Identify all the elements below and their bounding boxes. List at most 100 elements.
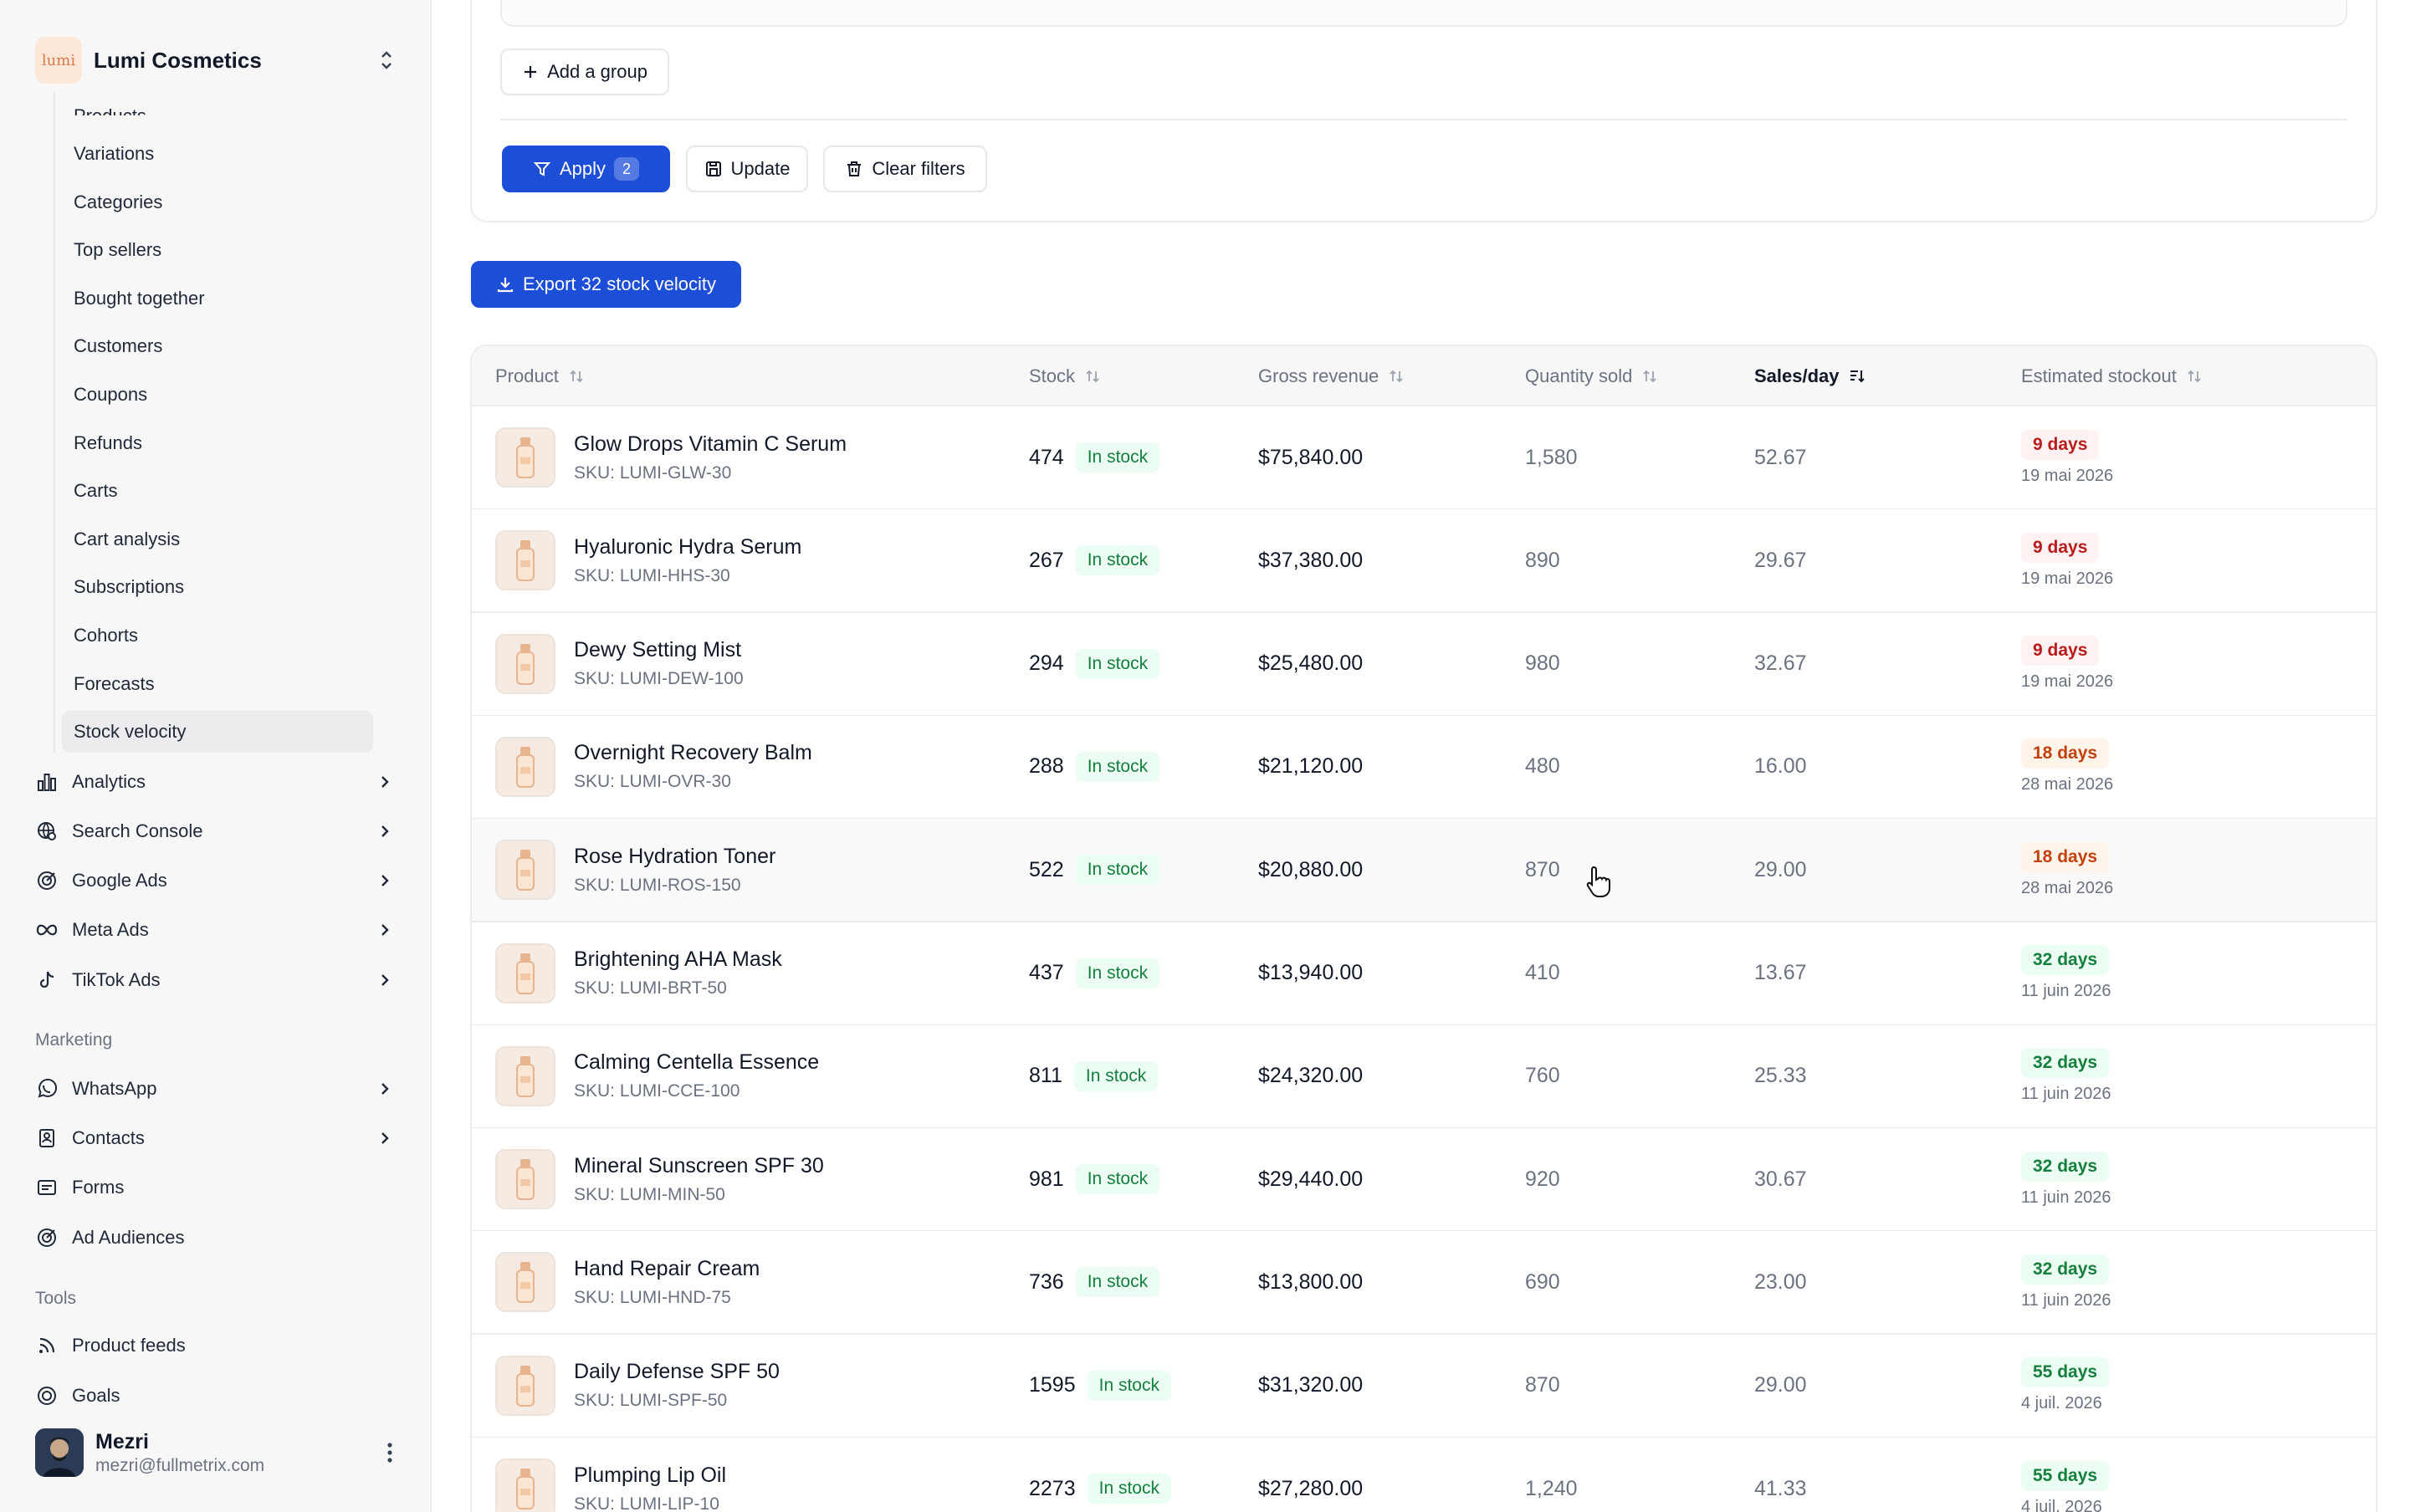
- product-name[interactable]: Hand Repair Cream: [574, 1256, 760, 1280]
- product-name[interactable]: Mineral Sunscreen SPF 30: [574, 1153, 824, 1177]
- sidebar-item-carts[interactable]: Carts: [62, 470, 373, 512]
- column-header-stock[interactable]: Stock: [1029, 346, 1102, 406]
- stockout-badge: 18 days: [2021, 738, 2110, 769]
- chevron-right-icon: [381, 875, 389, 886]
- sales-day-value: 29.00: [1754, 857, 1807, 881]
- sales-day-cell: 41.33: [1754, 1438, 1807, 1512]
- gross-revenue-value: $13,800.00: [1258, 1269, 1364, 1294]
- sidebar-item-whatsapp[interactable]: WhatsApp: [35, 1068, 403, 1110]
- quantity-sold-value: 870: [1525, 857, 1560, 881]
- revenue-cell: $21,120.00: [1258, 716, 1363, 818]
- sidebar-item-label: TikTok Ads: [72, 969, 161, 990]
- table-row[interactable]: Brightening AHA Mask SKU: LUMI-BRT-50 437 I…: [472, 922, 2376, 1026]
- form-icon: [35, 1176, 59, 1199]
- sidebar-item-analytics[interactable]: Analytics: [35, 761, 403, 803]
- sidebar-item-cohorts[interactable]: Cohorts: [62, 615, 373, 656]
- stock-cell: 267 In stock: [1029, 509, 1160, 611]
- product-name[interactable]: Overnight Recovery Balm: [574, 741, 812, 765]
- quantity-sold-value: 890: [1525, 548, 1560, 572]
- chevron-right-icon: [381, 974, 389, 986]
- stock-cell: 288 In stock: [1029, 716, 1160, 818]
- sidebar-item-google-ads[interactable]: Google Ads: [35, 860, 403, 902]
- table-row[interactable]: Daily Defense SPF 50 SKU: LUMI-SPF-50 1595…: [472, 1334, 2376, 1438]
- stock-cell: 474 In stock: [1029, 406, 1160, 508]
- column-header-estimated-stockout[interactable]: Estimated stockout: [2021, 346, 2203, 406]
- table-header: Product Stock Gross revenue Quantity sol…: [472, 346, 2376, 406]
- export-button[interactable]: Export 32 stock velocity: [471, 261, 741, 308]
- product-name[interactable]: Brightening AHA Mask: [574, 948, 782, 971]
- revenue-cell: $13,940.00: [1258, 922, 1363, 1024]
- revenue-cell: $25,480.00: [1258, 613, 1363, 715]
- user-email: mezri@fullmetrix.com: [95, 1455, 265, 1475]
- product-name[interactable]: Plumping Lip Oil: [574, 1463, 727, 1487]
- table-row[interactable]: Rose Hydration Toner SKU: LUMI-ROS-150 522…: [472, 819, 2376, 923]
- sidebar-item-customers[interactable]: Customers: [62, 325, 373, 367]
- column-header-sales-day[interactable]: Sales/day: [1754, 346, 1866, 406]
- header-label: Gross revenue: [1258, 365, 1379, 386]
- sidebar-item-bought-together[interactable]: Bought together: [62, 278, 373, 319]
- sidebar-item-ad-audiences[interactable]: Ad Audiences: [35, 1217, 403, 1259]
- product-name[interactable]: Hyaluronic Hydra Serum: [574, 534, 802, 559]
- product-name[interactable]: Dewy Setting Mist: [574, 638, 742, 662]
- table-row[interactable]: Plumping Lip Oil SKU: LUMI-LIP-10 2273 In s…: [472, 1438, 2376, 1512]
- product-name[interactable]: Daily Defense SPF 50: [574, 1360, 780, 1384]
- sidebar-item-tiktok-ads[interactable]: TikTok Ads: [35, 959, 403, 1001]
- product-cell: Brightening AHA Mask SKU: LUMI-BRT-50: [495, 922, 782, 1024]
- quantity-cell: 1,240: [1525, 1438, 1578, 1512]
- sidebar-item-forecasts[interactable]: Forecasts: [62, 663, 373, 705]
- plus-icon: [525, 66, 537, 78]
- clear-filters-button[interactable]: Clear filters: [823, 146, 987, 192]
- table-row[interactable]: Glow Drops Vitamin C Serum SKU: LUMI-GLW-…: [472, 406, 2376, 510]
- sidebar-item-label: Forms: [72, 1177, 125, 1198]
- column-header-gross-revenue[interactable]: Gross revenue: [1258, 346, 1405, 406]
- product-name[interactable]: Glow Drops Vitamin C Serum: [574, 432, 847, 456]
- sidebar-item-contacts[interactable]: Contacts: [35, 1117, 403, 1159]
- stockout-date: 19 mai 2026: [2021, 672, 2114, 692]
- column-header-quantity-sold[interactable]: Quantity sold: [1525, 346, 1659, 406]
- quantity-sold-value: 410: [1525, 961, 1560, 984]
- table-row[interactable]: Overnight Recovery Balm SKU: LUMI-OVR-30 2…: [472, 715, 2376, 820]
- stockout-badge: 32 days: [2021, 1048, 2110, 1079]
- sidebar-item-coupons[interactable]: Coupons: [62, 374, 373, 416]
- stockout-date: 11 juin 2026: [2021, 982, 2111, 1000]
- sidebar-item-search-console[interactable]: Search Console: [35, 810, 403, 852]
- revenue-cell: $13,800.00: [1258, 1231, 1363, 1333]
- sales-day-cell: 30.67: [1754, 1128, 1807, 1230]
- product-name[interactable]: Calming Centella Essence: [574, 1050, 820, 1075]
- product-name[interactable]: Rose Hydration Toner: [574, 844, 776, 868]
- apply-button[interactable]: Apply 2: [502, 146, 670, 192]
- sidebar-item-stock-velocity[interactable]: Stock velocity: [62, 711, 373, 753]
- table-row[interactable]: Dewy Setting Mist SKU: LUMI-DEW-100 294 In …: [472, 612, 2376, 717]
- contacts-book-icon: [35, 1126, 59, 1150]
- update-button[interactable]: Update: [686, 146, 808, 192]
- column-header-product[interactable]: Product: [495, 346, 586, 406]
- table-row[interactable]: Mineral Sunscreen SPF 30 SKU: LUMI-MIN-50…: [472, 1128, 2376, 1233]
- sidebar-item-goals[interactable]: Goals: [35, 1375, 403, 1417]
- sidebar-item-top-sellers[interactable]: Top sellers: [62, 229, 373, 271]
- add-group-button[interactable]: Add a group: [500, 49, 669, 95]
- stockout-cell: 9 days 19 mai 2026: [2021, 406, 2113, 508]
- sidebar-item-refunds[interactable]: Refunds: [62, 422, 373, 464]
- sidebar-item-label: Coupons: [74, 384, 148, 405]
- sidebar-item-meta-ads[interactable]: Meta Ads: [35, 909, 403, 951]
- stockout-date: 11 juin 2026: [2021, 1188, 2111, 1207]
- sidebar-item-forms[interactable]: Forms: [35, 1167, 403, 1208]
- stockout-badge: 9 days: [2021, 532, 2100, 563]
- target-icon: [35, 1226, 59, 1249]
- workspace-switcher[interactable]: lumi Lumi Cosmetics: [35, 37, 403, 84]
- sidebar-item-product-feeds[interactable]: Product feeds: [35, 1325, 403, 1366]
- user-menu[interactable]: Mezri mezri@fullmetrix.com: [35, 1427, 403, 1479]
- sidebar-item-products[interactable]: Products: [62, 87, 373, 115]
- sidebar-item-categories[interactable]: Categories: [62, 181, 373, 223]
- sales-day-value: 41.33: [1754, 1476, 1807, 1500]
- sidebar-item-cart-analysis[interactable]: Cart analysis: [62, 518, 373, 560]
- table-row[interactable]: Hyaluronic Hydra Serum SKU: LUMI-HHS-30 26…: [472, 509, 2376, 614]
- table-row[interactable]: Hand Repair Cream SKU: LUMI-HND-75 736 In s…: [472, 1231, 2376, 1336]
- more-vertical-icon[interactable]: [386, 1442, 393, 1463]
- revenue-cell: $20,880.00: [1258, 819, 1363, 921]
- sidebar-item-variations[interactable]: Variations: [62, 133, 373, 175]
- sidebar-item-subscriptions[interactable]: Subscriptions: [62, 566, 373, 608]
- in-stock-badge: In stock: [1075, 855, 1160, 886]
- table-row[interactable]: Calming Centella Essence SKU: LUMI-CCE-10…: [472, 1024, 2376, 1129]
- stockout-cell: 55 days 4 juil. 2026: [2021, 1438, 2110, 1512]
